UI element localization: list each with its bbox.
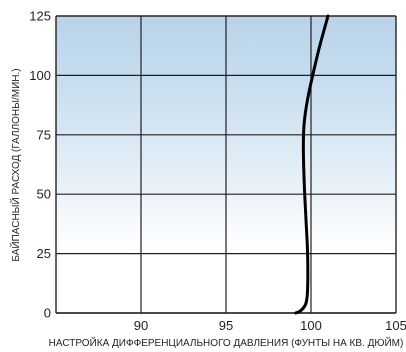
y-tick-label: 0 (44, 306, 51, 321)
y-tick-label: 25 (37, 246, 51, 261)
x-tick-label: 105 (385, 318, 406, 333)
y-tick-label: 125 (29, 9, 51, 24)
grid (55, 15, 397, 314)
x-tick-label: 95 (219, 318, 233, 333)
y-tick-label: 100 (29, 68, 51, 83)
series-layer (294, 14, 330, 315)
series-line-0 (294, 14, 330, 315)
y-tick-label: 50 (37, 187, 51, 202)
x-tick-label: 90 (134, 318, 148, 333)
tick-labels: 0 25 50 75 100 125 90 95 100 105 (29, 9, 406, 334)
y-axis-title: БАЙПАСНЫЙ РАСХОД (ГАЛЛОНЫ/МИН.) (9, 68, 22, 261)
y-tick-label: 75 (37, 127, 51, 142)
x-axis-title: НАСТРОЙКА ДИФФЕРЕНЦИАЛЬНОГО ДАВЛЕНИЯ (ФУ… (49, 336, 404, 349)
x-tick-label: 100 (300, 318, 322, 333)
